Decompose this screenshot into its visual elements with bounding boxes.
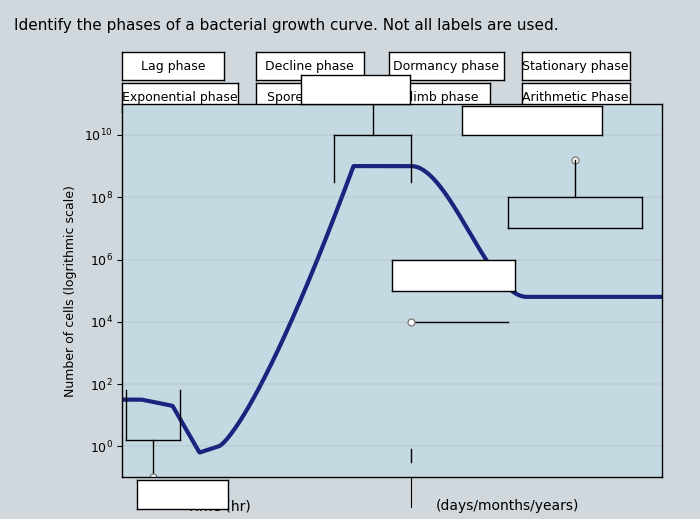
Text: (days/months/years): (days/months/years) bbox=[436, 499, 579, 513]
Text: Dormancy phase: Dormancy phase bbox=[393, 60, 499, 73]
Text: Lag phase: Lag phase bbox=[141, 60, 206, 73]
Y-axis label: Number of cells (logrithmic scale): Number of cells (logrithmic scale) bbox=[64, 185, 77, 397]
Text: Decline phase: Decline phase bbox=[265, 60, 354, 73]
Text: Exponential phase: Exponential phase bbox=[122, 91, 238, 104]
Text: Stationary phase: Stationary phase bbox=[522, 60, 629, 73]
Text: Climb phase: Climb phase bbox=[400, 91, 478, 104]
Text: Time (hr): Time (hr) bbox=[187, 499, 251, 513]
Text: Spore phase: Spore phase bbox=[267, 91, 345, 104]
Text: Identify the phases of a bacterial growth curve. Not all labels are used.: Identify the phases of a bacterial growt… bbox=[14, 18, 559, 33]
Text: Arithmetic Phase: Arithmetic Phase bbox=[522, 91, 629, 104]
